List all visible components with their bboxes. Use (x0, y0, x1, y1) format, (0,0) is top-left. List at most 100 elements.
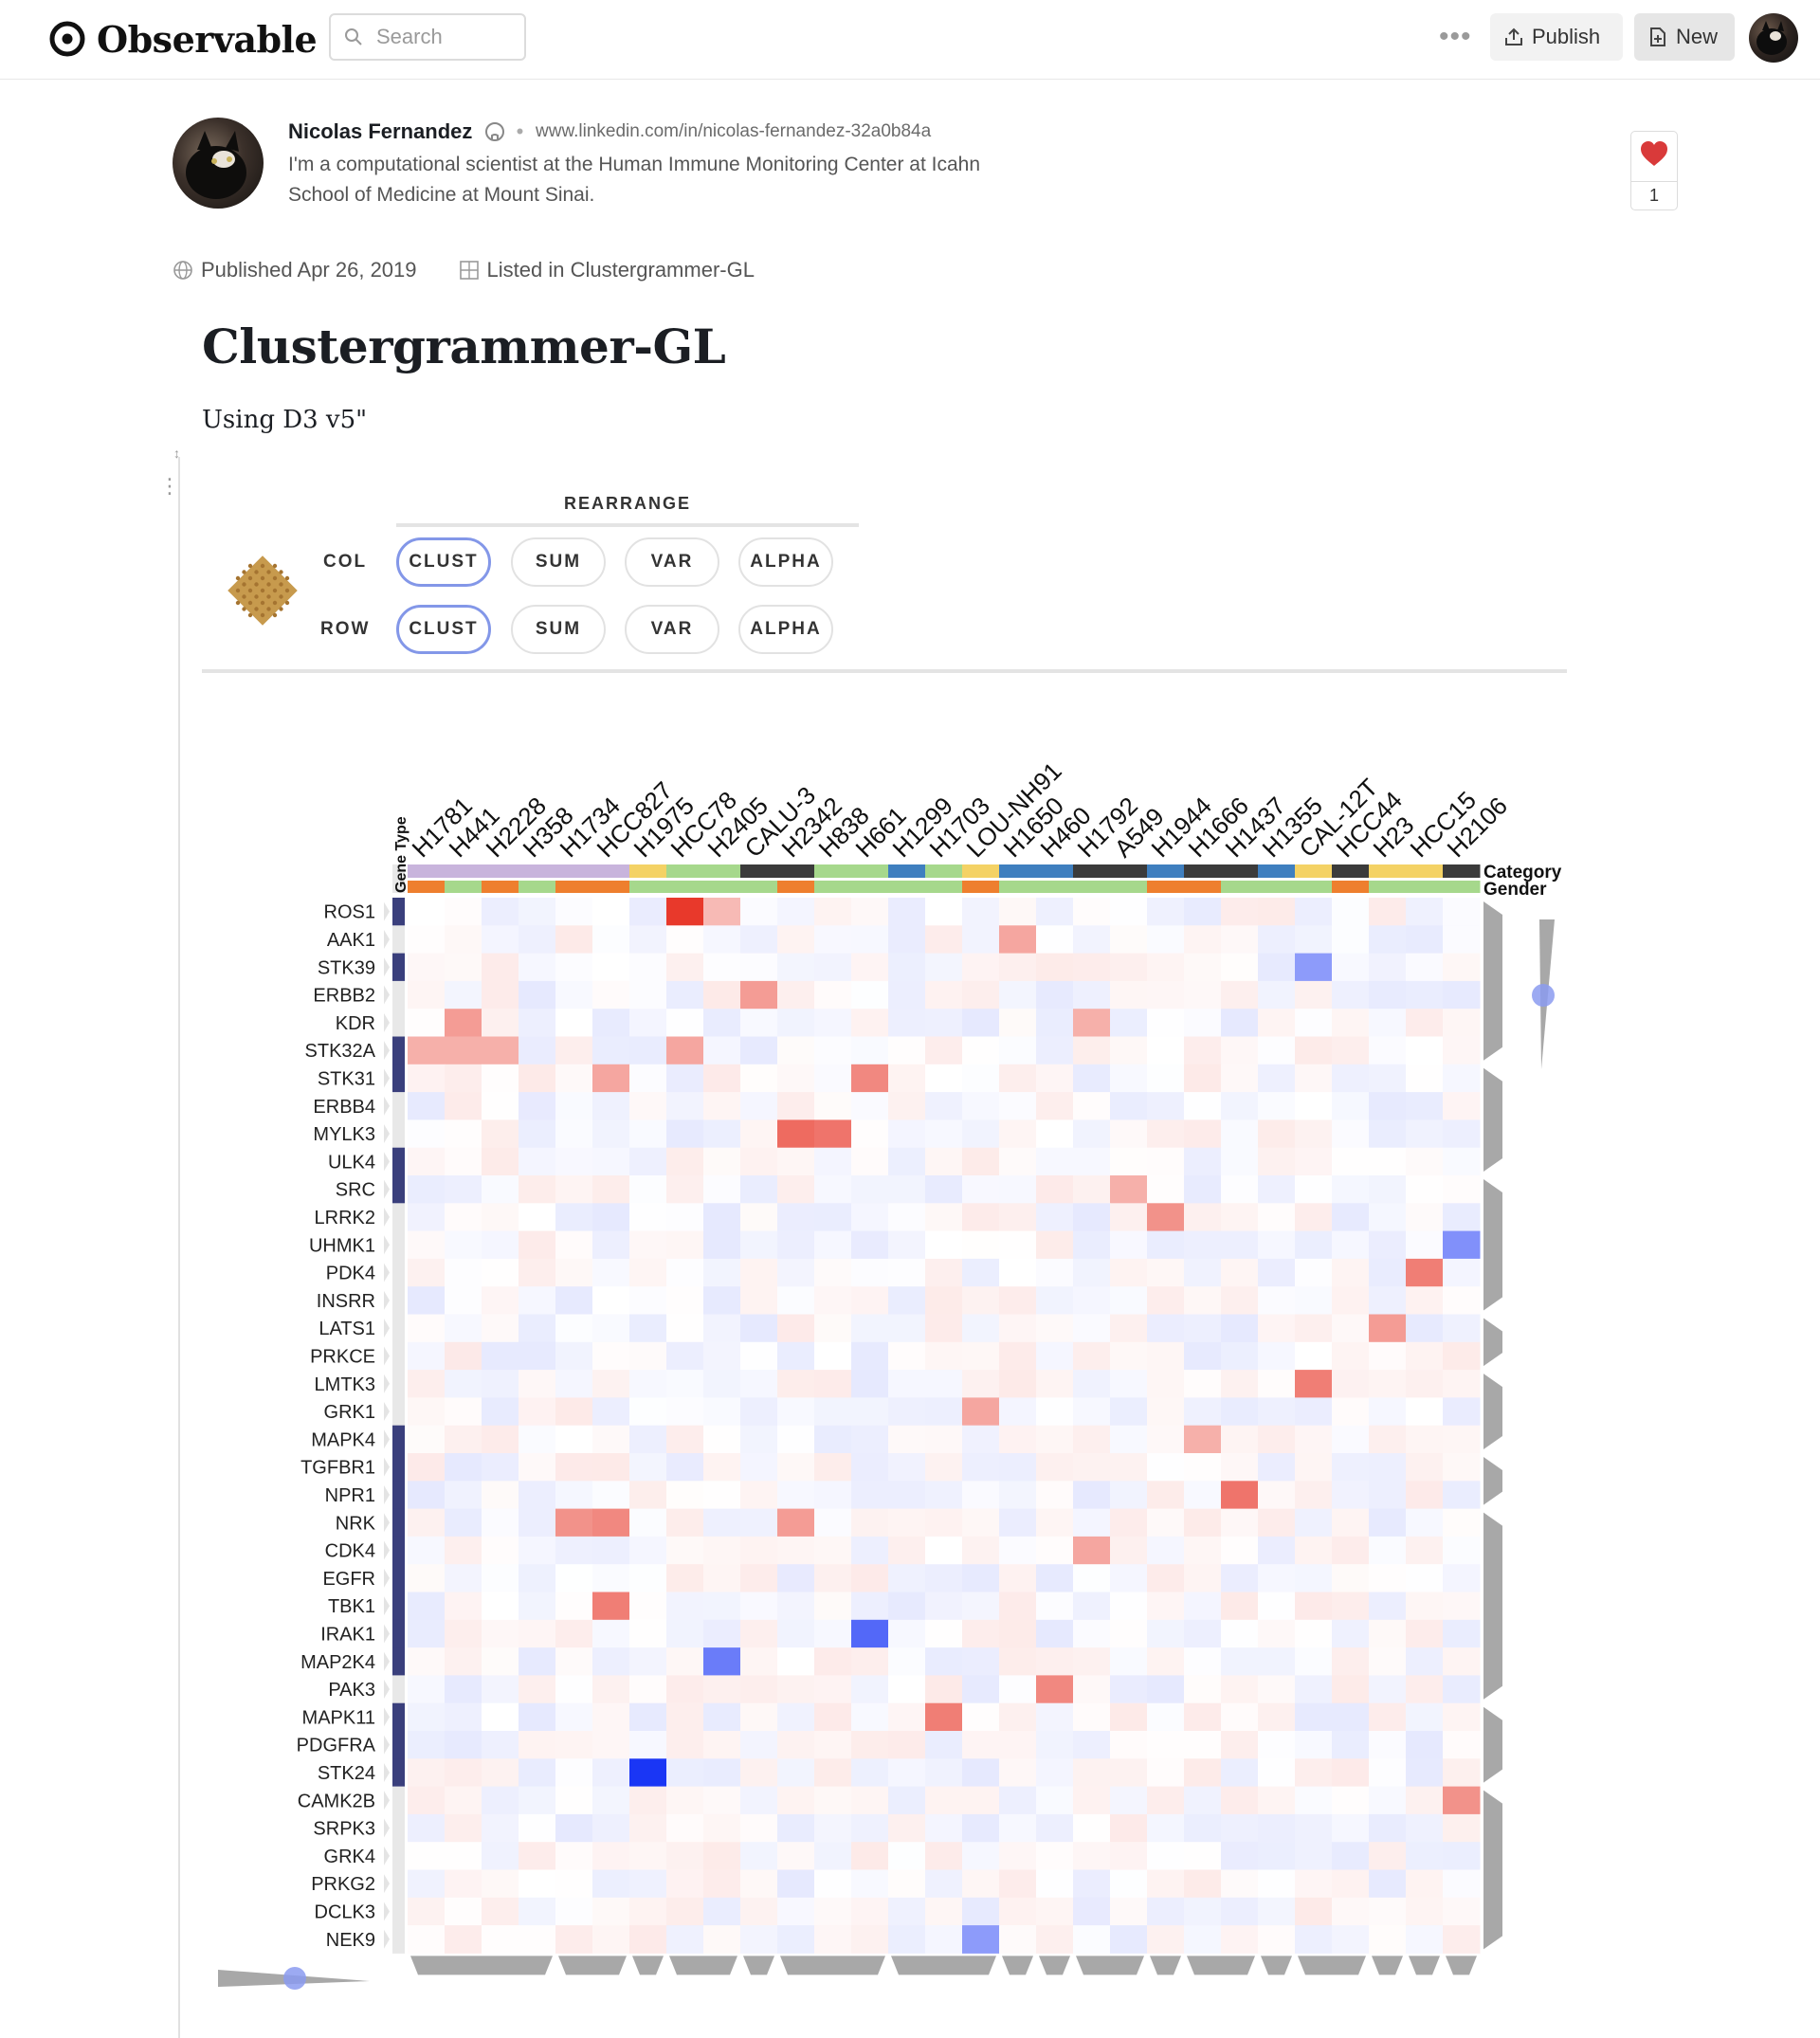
col-category-cell[interactable] (445, 864, 482, 878)
row-label[interactable]: MYLK3 (313, 1124, 375, 1145)
heatmap-cell[interactable] (629, 1813, 667, 1843)
heatmap-cell[interactable] (962, 1341, 1000, 1371)
heatmap-cell[interactable] (1369, 1258, 1407, 1287)
heatmap-cell[interactable] (555, 898, 593, 926)
heatmap-cell[interactable] (592, 1119, 630, 1149)
heatmap-cell[interactable] (1221, 1009, 1259, 1037)
heatmap-cell[interactable] (814, 1536, 852, 1565)
heatmap-cell[interactable] (777, 1147, 815, 1176)
heatmap-cell[interactable] (1036, 1592, 1074, 1621)
heatmap-cell[interactable] (1036, 1925, 1074, 1954)
heatmap-cell[interactable] (1073, 1314, 1111, 1343)
heatmap-cell[interactable] (1406, 953, 1444, 982)
col-gender-cell[interactable] (1073, 881, 1111, 893)
row-label[interactable]: SRPK3 (313, 1819, 375, 1840)
heatmap-cell[interactable] (1332, 1314, 1370, 1343)
heatmap-cell[interactable] (666, 1869, 704, 1899)
heatmap-cell[interactable] (1332, 898, 1370, 926)
heatmap-cell[interactable] (1295, 1425, 1333, 1454)
heatmap-cell[interactable] (1295, 1175, 1333, 1204)
col-category-cell[interactable] (999, 864, 1037, 878)
heatmap-cell[interactable] (1369, 1619, 1407, 1648)
heatmap-cell[interactable] (1147, 1453, 1185, 1482)
col-dendrogram-cluster[interactable] (1150, 1956, 1181, 1975)
heatmap-cell[interactable] (629, 1481, 667, 1510)
heatmap-cell[interactable] (703, 1286, 741, 1315)
heatmap-cell[interactable] (1110, 1536, 1148, 1565)
heatmap-cell[interactable] (1036, 1119, 1074, 1149)
heatmap-cell[interactable] (1147, 1009, 1185, 1037)
heatmap-cell[interactable] (519, 1370, 556, 1398)
heatmap-cell[interactable] (777, 1508, 815, 1538)
heatmap-cell[interactable] (1258, 1869, 1296, 1899)
heatmap-cell[interactable] (482, 1064, 519, 1093)
heatmap-cell[interactable] (1369, 1536, 1407, 1565)
heatmap-cell[interactable] (555, 1341, 593, 1371)
heatmap-cell[interactable] (629, 1341, 667, 1371)
heatmap-cell[interactable] (1073, 1370, 1111, 1398)
heatmap-cell[interactable] (666, 1147, 704, 1176)
heatmap-cell[interactable] (1221, 1036, 1259, 1065)
heatmap-cell[interactable] (445, 1813, 482, 1843)
heatmap-cell[interactable] (1110, 1592, 1148, 1621)
heatmap-cell[interactable] (445, 1508, 482, 1538)
row-label[interactable]: DCLK3 (315, 1902, 375, 1922)
heatmap-cell[interactable] (1369, 925, 1407, 955)
heatmap-cell[interactable] (1110, 1425, 1148, 1454)
heatmap-cell[interactable] (445, 1481, 482, 1510)
heatmap-cell[interactable] (888, 1925, 926, 1954)
heatmap-cell[interactable] (1406, 1314, 1444, 1343)
heatmap-cell[interactable] (888, 1731, 926, 1759)
heatmap-cell[interactable] (1369, 1647, 1407, 1676)
col-dendrogram-cluster[interactable] (558, 1956, 627, 1975)
heatmap-cell[interactable] (408, 1341, 446, 1371)
col-dendro-slider-handle[interactable] (283, 1967, 306, 1990)
heatmap-cell[interactable] (851, 1230, 889, 1260)
heatmap-cell[interactable] (1073, 1813, 1111, 1843)
heatmap-cell[interactable] (1147, 1230, 1185, 1260)
heatmap-cell[interactable] (703, 1314, 741, 1343)
heatmap-cell[interactable] (1443, 1230, 1481, 1260)
heatmap-cell[interactable] (925, 1397, 963, 1427)
row-label[interactable]: MAP2K4 (300, 1652, 375, 1673)
heatmap-cell[interactable] (925, 1731, 963, 1759)
heatmap-cell[interactable] (1184, 1813, 1222, 1843)
heatmap-cell[interactable] (1406, 1453, 1444, 1482)
heatmap-cell[interactable] (1147, 1508, 1185, 1538)
heatmap-cell[interactable] (703, 953, 741, 982)
heatmap-cell[interactable] (888, 1786, 926, 1815)
heatmap-cell[interactable] (740, 1508, 778, 1538)
row-label[interactable]: ROS1 (324, 902, 375, 923)
heatmap-cell[interactable] (1369, 1036, 1407, 1065)
row-label[interactable]: LRRK2 (315, 1208, 375, 1228)
heatmap-cell[interactable] (629, 1064, 667, 1093)
heatmap-cell[interactable] (1073, 1647, 1111, 1676)
heatmap-cell[interactable] (1036, 1064, 1074, 1093)
heatmap-cell[interactable] (740, 1341, 778, 1371)
heatmap-cell[interactable] (1221, 1425, 1259, 1454)
heatmap-cell[interactable] (740, 1119, 778, 1149)
heatmap-cell[interactable] (519, 1925, 556, 1954)
heatmap-cell[interactable] (999, 1453, 1037, 1482)
heatmap-cell[interactable] (1073, 1175, 1111, 1204)
heatmap-cell[interactable] (777, 1175, 815, 1204)
heatmap-cell[interactable] (999, 1175, 1037, 1204)
col-dendrogram-cluster[interactable] (1372, 1956, 1403, 1975)
heatmap-cell[interactable] (666, 1397, 704, 1427)
row-category-cell[interactable] (392, 1758, 405, 1788)
heatmap-cell[interactable] (1443, 1702, 1481, 1732)
heatmap-cell[interactable] (1369, 1175, 1407, 1204)
heatmap-cell[interactable] (1073, 1230, 1111, 1260)
heatmap-cell[interactable] (1443, 1397, 1481, 1427)
row-label[interactable]: INSRR (317, 1291, 375, 1312)
col-category-cell[interactable] (740, 864, 778, 878)
heatmap-cell[interactable] (703, 1869, 741, 1899)
heatmap-cell[interactable] (999, 1564, 1037, 1592)
heatmap-cell[interactable] (888, 1175, 926, 1204)
row-label[interactable]: PDGFRA (297, 1736, 376, 1756)
heatmap-cell[interactable] (851, 1758, 889, 1788)
heatmap-cell[interactable] (555, 1230, 593, 1260)
heatmap-cell[interactable] (851, 1897, 889, 1926)
heatmap-cell[interactable] (1110, 1481, 1148, 1510)
heatmap-cell[interactable] (777, 980, 815, 1010)
